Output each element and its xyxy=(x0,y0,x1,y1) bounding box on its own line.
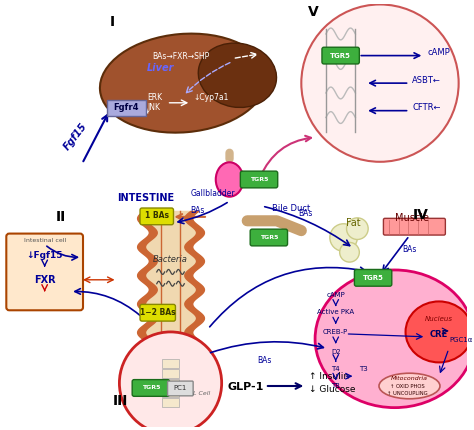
Text: INTESTINE: INTESTINE xyxy=(118,193,174,203)
Ellipse shape xyxy=(216,162,243,197)
Text: CRE: CRE xyxy=(430,330,448,339)
Text: BAs→FXR→SHP: BAs→FXR→SHP xyxy=(152,52,209,61)
Text: III: III xyxy=(112,394,128,408)
Text: Nucleus: Nucleus xyxy=(425,316,453,322)
Text: cAMP: cAMP xyxy=(327,292,345,298)
Text: ERK: ERK xyxy=(147,93,162,102)
Circle shape xyxy=(330,224,357,251)
FancyBboxPatch shape xyxy=(250,229,288,246)
Text: BAs: BAs xyxy=(402,245,417,254)
Text: FXR: FXR xyxy=(34,275,55,285)
FancyBboxPatch shape xyxy=(355,270,392,286)
Text: cAMP: cAMP xyxy=(427,48,450,57)
Ellipse shape xyxy=(100,34,267,132)
Text: ↑ UNCOUPLING: ↑ UNCOUPLING xyxy=(387,391,428,396)
Text: BAs: BAs xyxy=(257,356,272,366)
FancyBboxPatch shape xyxy=(240,171,278,188)
Text: CREB-P: CREB-P xyxy=(323,329,348,335)
Ellipse shape xyxy=(379,373,440,399)
Text: 1−2 BAs: 1−2 BAs xyxy=(140,308,175,317)
Text: I: I xyxy=(109,15,115,29)
Text: Fgf15: Fgf15 xyxy=(63,121,90,152)
Text: ASBT←: ASBT← xyxy=(412,76,441,85)
FancyBboxPatch shape xyxy=(132,380,170,396)
Text: ↑ OXID PHOS: ↑ OXID PHOS xyxy=(390,384,425,389)
FancyBboxPatch shape xyxy=(140,304,175,321)
FancyBboxPatch shape xyxy=(6,233,83,310)
Ellipse shape xyxy=(198,43,276,108)
Text: IV: IV xyxy=(412,208,428,222)
Text: Bile Duct: Bile Duct xyxy=(272,204,310,213)
Text: Intestinal cell: Intestinal cell xyxy=(24,238,66,243)
Circle shape xyxy=(119,332,222,430)
Text: Gallbladder: Gallbladder xyxy=(191,189,235,198)
Text: TGR5: TGR5 xyxy=(260,235,278,240)
FancyBboxPatch shape xyxy=(162,398,179,407)
Circle shape xyxy=(340,243,359,262)
Text: ↑ Insulin: ↑ Insulin xyxy=(309,372,349,381)
FancyBboxPatch shape xyxy=(107,100,146,116)
Text: CFTR←: CFTR← xyxy=(412,103,441,112)
FancyBboxPatch shape xyxy=(140,208,173,225)
Text: Bacteria: Bacteria xyxy=(153,255,188,264)
FancyBboxPatch shape xyxy=(162,369,179,378)
Text: JNK: JNK xyxy=(147,103,160,112)
Text: TGR5: TGR5 xyxy=(142,385,160,390)
Text: 1 BAs: 1 BAs xyxy=(145,212,169,221)
Text: TGR5: TGR5 xyxy=(330,52,351,58)
Text: D2: D2 xyxy=(331,349,340,355)
Text: T3: T3 xyxy=(359,366,368,372)
FancyBboxPatch shape xyxy=(383,218,446,235)
Text: Fgfr4: Fgfr4 xyxy=(114,103,139,112)
Text: ↓Cyp8b1: ↓Cyp8b1 xyxy=(263,44,298,53)
Text: Mitocondria: Mitocondria xyxy=(391,376,428,381)
Text: V: V xyxy=(308,5,319,19)
Text: ↓ Glucose: ↓ Glucose xyxy=(309,385,356,394)
Text: ↓Fgf15: ↓Fgf15 xyxy=(27,251,63,260)
FancyBboxPatch shape xyxy=(322,47,359,64)
Text: PC1: PC1 xyxy=(173,385,187,391)
Text: BAs: BAs xyxy=(298,209,313,218)
Ellipse shape xyxy=(406,301,473,362)
Text: BAs: BAs xyxy=(190,206,205,215)
Circle shape xyxy=(301,4,459,162)
FancyBboxPatch shape xyxy=(162,379,179,387)
Text: T4: T4 xyxy=(331,366,340,372)
Text: Muscle: Muscle xyxy=(395,213,429,223)
Text: TR: TR xyxy=(331,383,340,389)
FancyBboxPatch shape xyxy=(162,359,179,368)
Text: L Cell: L Cell xyxy=(193,391,210,396)
Text: II: II xyxy=(55,210,66,224)
FancyBboxPatch shape xyxy=(162,388,179,397)
Text: TGR5: TGR5 xyxy=(250,177,268,182)
Text: Active PKA: Active PKA xyxy=(317,309,354,315)
Text: ↓Cyp7a1: ↓Cyp7a1 xyxy=(193,93,228,102)
Text: PGC1α: PGC1α xyxy=(449,337,472,343)
Text: GLP-1: GLP-1 xyxy=(228,382,264,392)
FancyBboxPatch shape xyxy=(168,381,193,396)
Text: Liver: Liver xyxy=(147,63,174,74)
Circle shape xyxy=(346,218,368,240)
Text: TGR5: TGR5 xyxy=(363,275,383,281)
Text: Fat: Fat xyxy=(346,218,361,228)
Ellipse shape xyxy=(315,270,474,408)
